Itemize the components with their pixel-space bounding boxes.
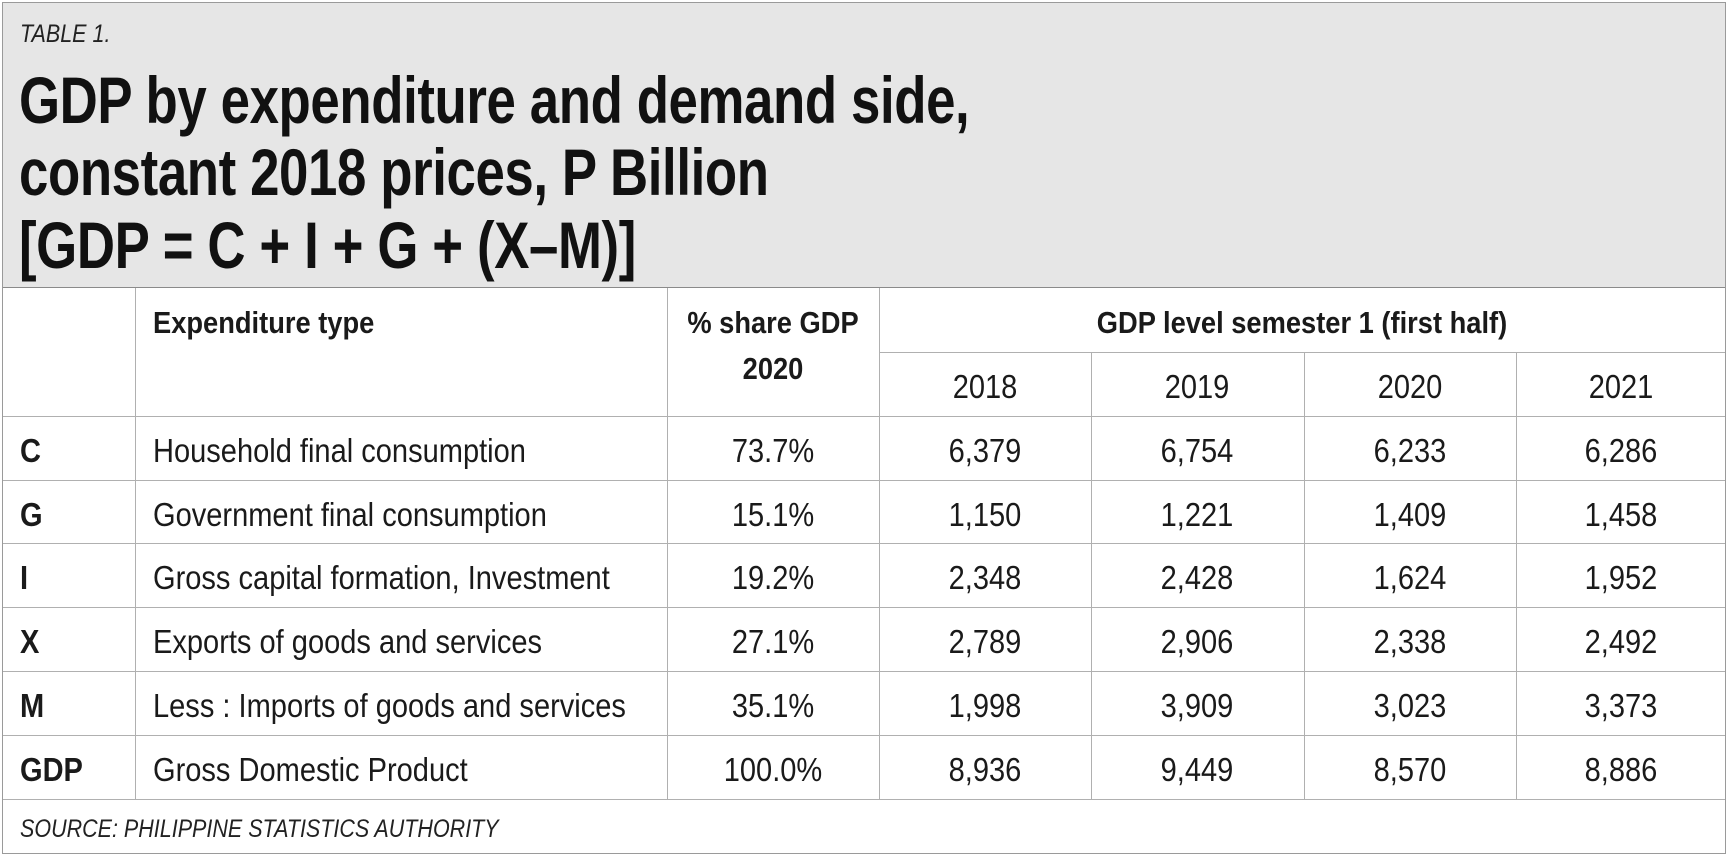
row-value: 6,286	[1584, 432, 1658, 469]
row-divider	[3, 480, 1725, 481]
column-divider	[135, 288, 136, 800]
row-share: 100.0%	[723, 751, 823, 788]
row-expenditure-type: Government final consumption	[153, 496, 547, 533]
row-code: GDP	[20, 751, 83, 788]
table-title-line: [GDP = C + I + G + (X–M)]	[19, 208, 636, 282]
column-divider	[1516, 352, 1517, 800]
column-divider	[667, 288, 668, 800]
row-code: G	[20, 496, 43, 533]
table-title-line: constant 2018 prices, P Billion	[19, 135, 769, 209]
row-divider	[3, 416, 1725, 417]
row-divider	[3, 671, 1725, 672]
column-header-share: % share GDP	[687, 305, 859, 340]
table-label: TABLE 1.	[20, 20, 111, 48]
row-value: 1,221	[1160, 496, 1234, 533]
row-code: M	[20, 687, 45, 724]
row-value: 2,789	[948, 623, 1022, 660]
row-expenditure-type: Less : Imports of goods and services	[153, 687, 626, 724]
row-value: 2,428	[1160, 559, 1234, 596]
row-value: 6,233	[1373, 432, 1447, 469]
row-share: 19.2%	[731, 559, 815, 596]
column-divider	[1091, 352, 1092, 800]
row-value: 2,906	[1160, 623, 1234, 660]
row-divider	[3, 735, 1725, 736]
row-expenditure-type: Exports of goods and services	[153, 623, 543, 660]
row-code: X	[20, 623, 40, 660]
row-value: 1,952	[1584, 559, 1658, 596]
row-divider	[3, 799, 1725, 800]
row-share: 73.7%	[731, 432, 815, 469]
column-header-gdp-level: GDP level semester 1 (first half)	[1096, 305, 1508, 340]
row-share: 35.1%	[731, 687, 815, 724]
row-divider	[879, 352, 1725, 353]
row-value: 8,936	[948, 751, 1022, 788]
row-code: I	[20, 559, 29, 596]
row-value: 2,492	[1584, 623, 1658, 660]
row-value: 1,998	[948, 687, 1022, 724]
row-value: 1,409	[1373, 496, 1447, 533]
column-divider	[1304, 352, 1305, 800]
row-divider	[3, 543, 1725, 544]
row-expenditure-type: Gross capital formation, Investment	[153, 559, 610, 596]
table-header-panel: TABLE 1. GDP by expenditure and demand s…	[3, 3, 1725, 288]
row-expenditure-type: Household final consumption	[153, 432, 526, 469]
row-value: 3,373	[1584, 687, 1658, 724]
row-value: 3,909	[1160, 687, 1234, 724]
row-share: 27.1%	[731, 623, 815, 660]
column-header-year: 2021	[1588, 368, 1654, 405]
column-header-year: 2019	[1164, 368, 1230, 405]
row-divider	[3, 607, 1725, 608]
source-note: SOURCE: PHILIPPINE STATISTICS AUTHORITY	[20, 815, 499, 843]
row-value: 8,570	[1373, 751, 1447, 788]
row-value: 9,449	[1160, 751, 1234, 788]
row-value: 2,338	[1373, 623, 1447, 660]
column-header-year: 2018	[952, 368, 1018, 405]
column-header-share-year: 2020	[742, 351, 804, 386]
column-header-expenditure-type: Expenditure type	[153, 305, 375, 340]
row-value: 3,023	[1373, 687, 1447, 724]
row-expenditure-type: Gross Domestic Product	[153, 751, 468, 788]
column-divider	[879, 288, 880, 800]
row-code: C	[20, 432, 41, 469]
row-value: 8,886	[1584, 751, 1658, 788]
row-value: 6,379	[948, 432, 1022, 469]
row-value: 1,458	[1584, 496, 1658, 533]
table-title-line: GDP by expenditure and demand side,	[19, 63, 970, 137]
row-value: 2,348	[948, 559, 1022, 596]
row-share: 15.1%	[731, 496, 815, 533]
column-header-year: 2020	[1377, 368, 1443, 405]
row-value: 6,754	[1160, 432, 1234, 469]
row-value: 1,624	[1373, 559, 1447, 596]
row-value: 1,150	[948, 496, 1022, 533]
